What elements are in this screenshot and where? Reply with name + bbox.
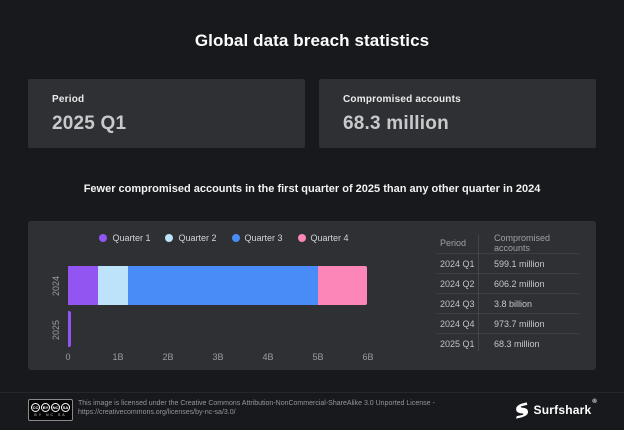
cc-by-icon: BY (41, 403, 50, 412)
cc-license-icons: CC BY NC SA (31, 403, 70, 412)
legend-dot-icon (297, 234, 306, 242)
bar-segment-2024-quarter-1[interactable] (68, 266, 98, 305)
table-cell-period: 2025 Q1 (440, 338, 475, 349)
surfshark-brand: Surfshark® (515, 399, 597, 419)
legend-item-quarter-2: Quarter 2 (165, 233, 217, 243)
table-cell-accounts: 606.2 million (494, 278, 545, 289)
table-cell-period: 2024 Q3 (440, 298, 475, 309)
x-tick-4B: 4B (262, 352, 274, 362)
bar-segment-2024-quarter-4[interactable] (318, 266, 367, 305)
period-card-value: 2025 Q1 (52, 113, 127, 134)
legend-label: Quarter 4 (310, 233, 349, 243)
license-text: This image is licensed under the Creativ… (78, 399, 438, 417)
bar-segment-2024-quarter-2[interactable] (98, 266, 129, 305)
bar-chart: 2024 2025 0 1B 2B 3B 4B 5B 6B (51, 221, 380, 370)
table-header-period: Period (440, 238, 467, 248)
legend-label: Quarter 3 (244, 233, 283, 243)
x-tick-0: 0 (65, 352, 71, 362)
chart-legend: Quarter 1 Quarter 2 Quarter 3 Quarter 4 (68, 233, 380, 243)
compromised-accounts-card-value: 68.3 million (343, 113, 449, 134)
table-row: 2024 Q1 599.1 million (436, 253, 579, 273)
period-card: Period 2025 Q1 (28, 79, 305, 148)
table-cell-accounts: 3.8 billion (494, 298, 533, 309)
x-tick-1B: 1B (112, 352, 124, 362)
period-card-label: Period (52, 94, 85, 105)
legend-item-quarter-3: Quarter 3 (231, 233, 283, 243)
table-cell-period: 2024 Q1 (440, 258, 475, 269)
legend-dot-icon (99, 234, 108, 242)
table-row: 2024 Q3 3.8 billion (436, 293, 579, 313)
legend-label: Quarter 2 (178, 233, 217, 243)
table-header-accounts: Compromised accounts (494, 233, 551, 253)
y-axis-label-2024: 2024 (51, 275, 61, 297)
legend-dot-icon (231, 234, 240, 242)
table-cell-period: 2024 Q4 (440, 318, 475, 329)
page-title: Global data breach statistics (194, 31, 430, 50)
table-cell-accounts: 599.1 million (494, 258, 545, 269)
bar-segment-2024-quarter-3[interactable] (128, 266, 319, 305)
compromised-accounts-card: Compromised accounts 68.3 million (319, 79, 596, 148)
table-cell-accounts: 973.7 million (494, 318, 545, 329)
x-tick-5B: 5B (312, 352, 324, 362)
breach-table: Period Compromised accounts 2024 Q1 599.1… (436, 233, 579, 353)
table-cell-accounts: 68.3 million (494, 338, 540, 349)
y-axis-label-2025: 2025 (51, 319, 61, 341)
cc-sa-icon: SA (61, 403, 70, 412)
table-header-row: Period Compromised accounts (436, 233, 579, 253)
license-line-2[interactable]: https://creativecommons.org/licenses/by-… (78, 409, 236, 416)
footer-divider (0, 392, 624, 393)
bar-segment-2025-quarter-1[interactable] (68, 311, 72, 347)
x-tick-3B: 3B (212, 352, 224, 362)
cc-cc-icon: CC (31, 403, 40, 412)
table-row: 2024 Q4 973.7 million (436, 313, 579, 333)
surfshark-logo-icon (515, 401, 528, 419)
legend-item-quarter-4: Quarter 4 (297, 233, 349, 243)
registered-mark: ® (592, 399, 597, 405)
table-row: 2025 Q1 68.3 million (436, 333, 579, 353)
license-line-1: This image is licensed under the Creativ… (78, 400, 435, 407)
x-tick-2B: 2B (162, 352, 174, 362)
cc-nc-icon: NC (51, 403, 60, 412)
table-cell-period: 2024 Q2 (440, 278, 475, 289)
creative-commons-badge[interactable]: CC BY NC SA BY NC SA (28, 399, 73, 421)
cc-license-letters: BY NC SA (34, 413, 67, 417)
table-row: 2024 Q2 606.2 million (436, 273, 579, 293)
surfshark-wordmark: Surfshark® (533, 399, 597, 417)
legend-label: Quarter 1 (112, 233, 151, 243)
chart-subtitle: Fewer compromised accounts in the first … (83, 183, 541, 195)
x-axis: 0 1B 2B 3B 4B 5B 6B (65, 352, 380, 364)
compromised-accounts-card-label: Compromised accounts (343, 94, 461, 105)
table-column-divider (478, 235, 479, 351)
x-tick-6B: 6B (362, 352, 374, 362)
bar-2024[interactable] (68, 266, 367, 305)
chart-panel: Quarter 1 Quarter 2 Quarter 3 Quarter 4 202… (28, 221, 596, 370)
bar-2025[interactable] (68, 311, 72, 347)
legend-dot-icon (165, 234, 174, 242)
legend-item-quarter-1: Quarter 1 (99, 233, 150, 243)
